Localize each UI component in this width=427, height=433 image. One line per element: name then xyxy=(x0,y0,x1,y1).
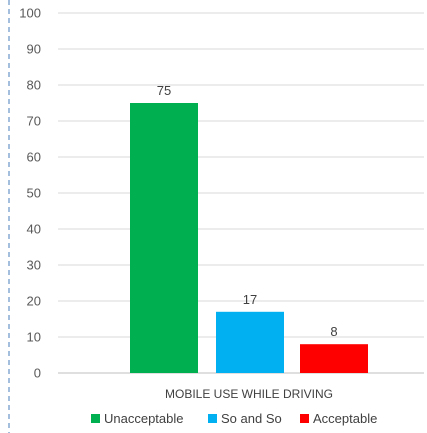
y-tick-label: 10 xyxy=(27,330,41,345)
gridlines xyxy=(58,12,424,374)
y-tick-label: 40 xyxy=(27,222,41,237)
legend-swatch xyxy=(208,414,217,423)
legend-label: Unacceptable xyxy=(104,411,184,426)
y-tick-label: 20 xyxy=(27,294,41,309)
y-tick-label: 90 xyxy=(27,42,41,57)
legend-swatch xyxy=(91,414,100,423)
bar-acceptable xyxy=(300,344,368,373)
y-tick-label: 80 xyxy=(27,78,41,93)
legend: Unacceptable So and So Acceptable xyxy=(91,411,377,426)
bar-unacceptable xyxy=(130,103,198,373)
legend-label: So and So xyxy=(221,411,282,426)
y-tick-label: 50 xyxy=(27,186,41,201)
bar-so-and-so xyxy=(216,311,284,373)
data-label: 75 xyxy=(157,83,171,98)
y-tick-label: 30 xyxy=(27,258,41,273)
legend-label: Acceptable xyxy=(313,411,377,426)
y-tick-label: 100 xyxy=(19,6,41,21)
data-label: 17 xyxy=(243,292,257,307)
y-axis-ticks: 0 10 20 30 40 50 60 70 80 90 100 xyxy=(19,6,41,381)
legend-swatch xyxy=(300,414,309,423)
data-labels: 75 17 8 xyxy=(157,83,338,339)
y-tick-label: 70 xyxy=(27,114,41,129)
y-tick-label: 0 xyxy=(34,366,41,381)
bars xyxy=(130,103,368,373)
data-label: 8 xyxy=(330,324,337,339)
y-tick-label: 60 xyxy=(27,150,41,165)
x-axis-title: MOBILE USE WHILE DRIVING xyxy=(165,387,333,401)
